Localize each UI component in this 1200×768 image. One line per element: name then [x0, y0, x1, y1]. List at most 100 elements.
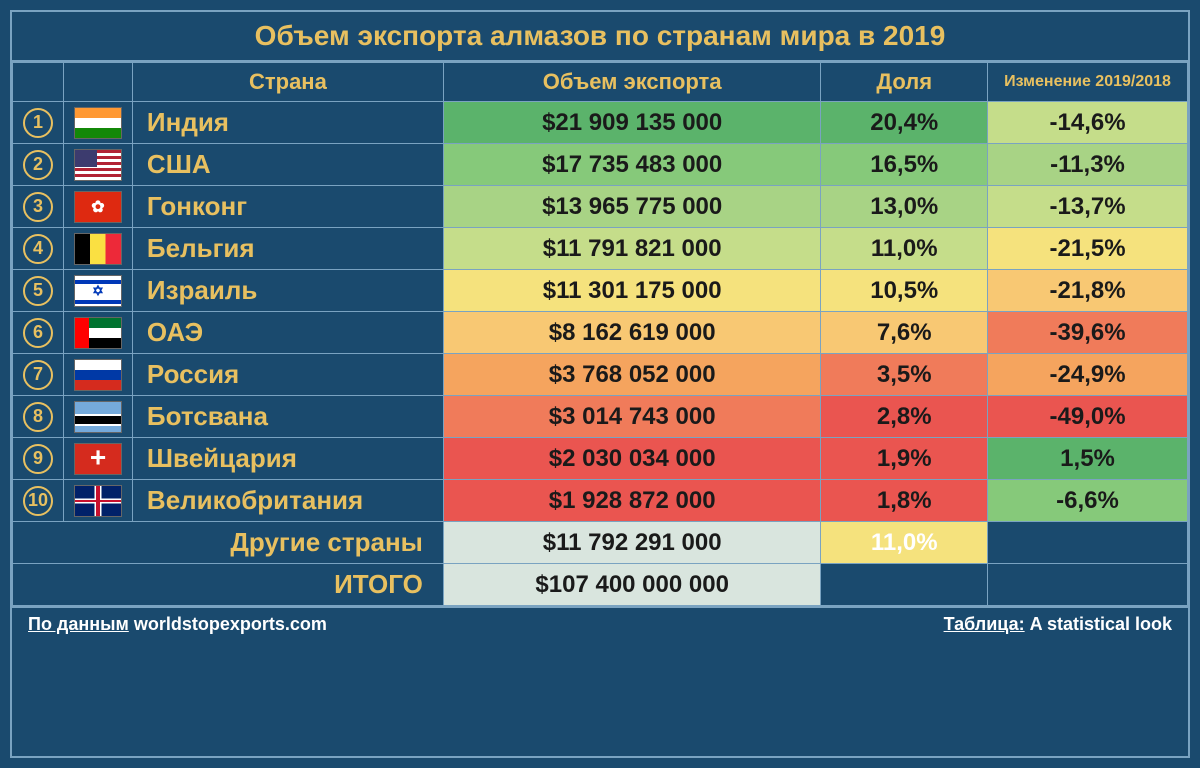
rank-cell: 7	[13, 354, 64, 396]
table-row: 10Великобритания$1 928 872 0001,8%-6,6%	[13, 480, 1188, 522]
change-cell: -11,3%	[988, 144, 1188, 186]
share-cell: 10,5%	[821, 270, 988, 312]
rank-cell: 5	[13, 270, 64, 312]
rank-badge: 5	[23, 276, 53, 306]
flag-cell	[64, 312, 133, 354]
others-share: 11,0%	[821, 522, 988, 564]
country-cell: Индия	[132, 102, 443, 144]
share-cell: 20,4%	[821, 102, 988, 144]
footer-source-value: worldstopexports.com	[134, 614, 327, 634]
col-rank	[13, 63, 64, 102]
volume-cell: $11 301 175 000	[443, 270, 821, 312]
table-row: 4Бельгия$11 791 821 00011,0%-21,5%	[13, 228, 1188, 270]
flag-cell	[64, 186, 133, 228]
flag-icon	[74, 107, 122, 139]
footer: По данным worldstopexports.com Таблица: …	[12, 606, 1188, 641]
share-cell: 7,6%	[821, 312, 988, 354]
change-cell: 1,5%	[988, 438, 1188, 480]
rank-cell: 9	[13, 438, 64, 480]
table-row: 5 Израиль$11 301 175 00010,5%-21,8%	[13, 270, 1188, 312]
flag-icon	[74, 443, 122, 475]
footer-source-label: По данным	[28, 614, 129, 634]
rank-cell: 2	[13, 144, 64, 186]
share-cell: 1,8%	[821, 480, 988, 522]
table-row: 6 ОАЭ$8 162 619 0007,6%-39,6%	[13, 312, 1188, 354]
rank-cell: 6	[13, 312, 64, 354]
rank-cell: 1	[13, 102, 64, 144]
flag-icon	[74, 233, 122, 265]
flag-icon	[74, 275, 122, 307]
col-change: Изменение 2019/2018	[988, 63, 1188, 102]
empty-cell	[988, 522, 1188, 564]
flag-icon	[74, 317, 122, 349]
table-row: 1Индия$21 909 135 00020,4%-14,6%	[13, 102, 1188, 144]
change-cell: -39,6%	[988, 312, 1188, 354]
country-cell: Гонконг	[132, 186, 443, 228]
flag-icon	[74, 485, 122, 517]
page-title: Объем экспорта алмазов по странам мира в…	[12, 12, 1188, 62]
country-cell: США	[132, 144, 443, 186]
rank-badge: 7	[23, 360, 53, 390]
total-volume: $107 400 000 000	[443, 564, 821, 606]
col-volume: Объем экспорта	[443, 63, 821, 102]
summary-total-row: ИТОГО$107 400 000 000	[13, 564, 1188, 606]
flag-cell	[64, 102, 133, 144]
export-table: Страна Объем экспорта Доля Изменение 201…	[12, 62, 1188, 606]
table-frame: Объем экспорта алмазов по странам мира в…	[10, 10, 1190, 758]
change-cell: -24,9%	[988, 354, 1188, 396]
change-cell: -21,8%	[988, 270, 1188, 312]
flag-cell	[64, 480, 133, 522]
others-label: Другие страны	[13, 522, 444, 564]
header-row: Страна Объем экспорта Доля Изменение 201…	[13, 63, 1188, 102]
flag-icon	[74, 191, 122, 223]
footer-table: Таблица: A statistical look	[944, 614, 1172, 635]
table-row: 2 США$17 735 483 00016,5%-11,3%	[13, 144, 1188, 186]
country-cell: ОАЭ	[132, 312, 443, 354]
share-cell: 1,9%	[821, 438, 988, 480]
flag-icon	[74, 149, 122, 181]
table-row: 9 Швейцария$2 030 034 0001,9%1,5%	[13, 438, 1188, 480]
col-country: Страна	[132, 63, 443, 102]
rank-cell: 3	[13, 186, 64, 228]
country-cell: Россия	[132, 354, 443, 396]
share-cell: 11,0%	[821, 228, 988, 270]
volume-cell: $1 928 872 000	[443, 480, 821, 522]
footer-table-value: A statistical look	[1030, 614, 1172, 634]
change-cell: -13,7%	[988, 186, 1188, 228]
footer-table-label: Таблица:	[944, 614, 1025, 634]
empty-cell	[821, 564, 988, 606]
volume-cell: $21 909 135 000	[443, 102, 821, 144]
rank-badge: 4	[23, 234, 53, 264]
flag-cell	[64, 228, 133, 270]
rank-badge: 10	[23, 486, 53, 516]
others-volume: $11 792 291 000	[443, 522, 821, 564]
volume-cell: $8 162 619 000	[443, 312, 821, 354]
country-cell: Швейцария	[132, 438, 443, 480]
flag-cell	[64, 438, 133, 480]
rank-badge: 3	[23, 192, 53, 222]
country-cell: Израиль	[132, 270, 443, 312]
table-row: 7Россия$3 768 052 0003,5%-24,9%	[13, 354, 1188, 396]
total-label: ИТОГО	[13, 564, 444, 606]
volume-cell: $17 735 483 000	[443, 144, 821, 186]
rank-cell: 4	[13, 228, 64, 270]
share-cell: 13,0%	[821, 186, 988, 228]
rank-badge: 8	[23, 402, 53, 432]
flag-icon	[74, 401, 122, 433]
share-cell: 16,5%	[821, 144, 988, 186]
change-cell: -49,0%	[988, 396, 1188, 438]
summary-others-row: Другие страны$11 792 291 00011,0%	[13, 522, 1188, 564]
footer-source: По данным worldstopexports.com	[28, 614, 327, 635]
empty-cell	[988, 564, 1188, 606]
country-cell: Бельгия	[132, 228, 443, 270]
volume-cell: $2 030 034 000	[443, 438, 821, 480]
volume-cell: $11 791 821 000	[443, 228, 821, 270]
table-row: 8Ботсвана$3 014 743 0002,8%-49,0%	[13, 396, 1188, 438]
flag-cell	[64, 396, 133, 438]
volume-cell: $13 965 775 000	[443, 186, 821, 228]
flag-cell	[64, 270, 133, 312]
volume-cell: $3 768 052 000	[443, 354, 821, 396]
col-share: Доля	[821, 63, 988, 102]
rank-cell: 10	[13, 480, 64, 522]
rank-badge: 6	[23, 318, 53, 348]
